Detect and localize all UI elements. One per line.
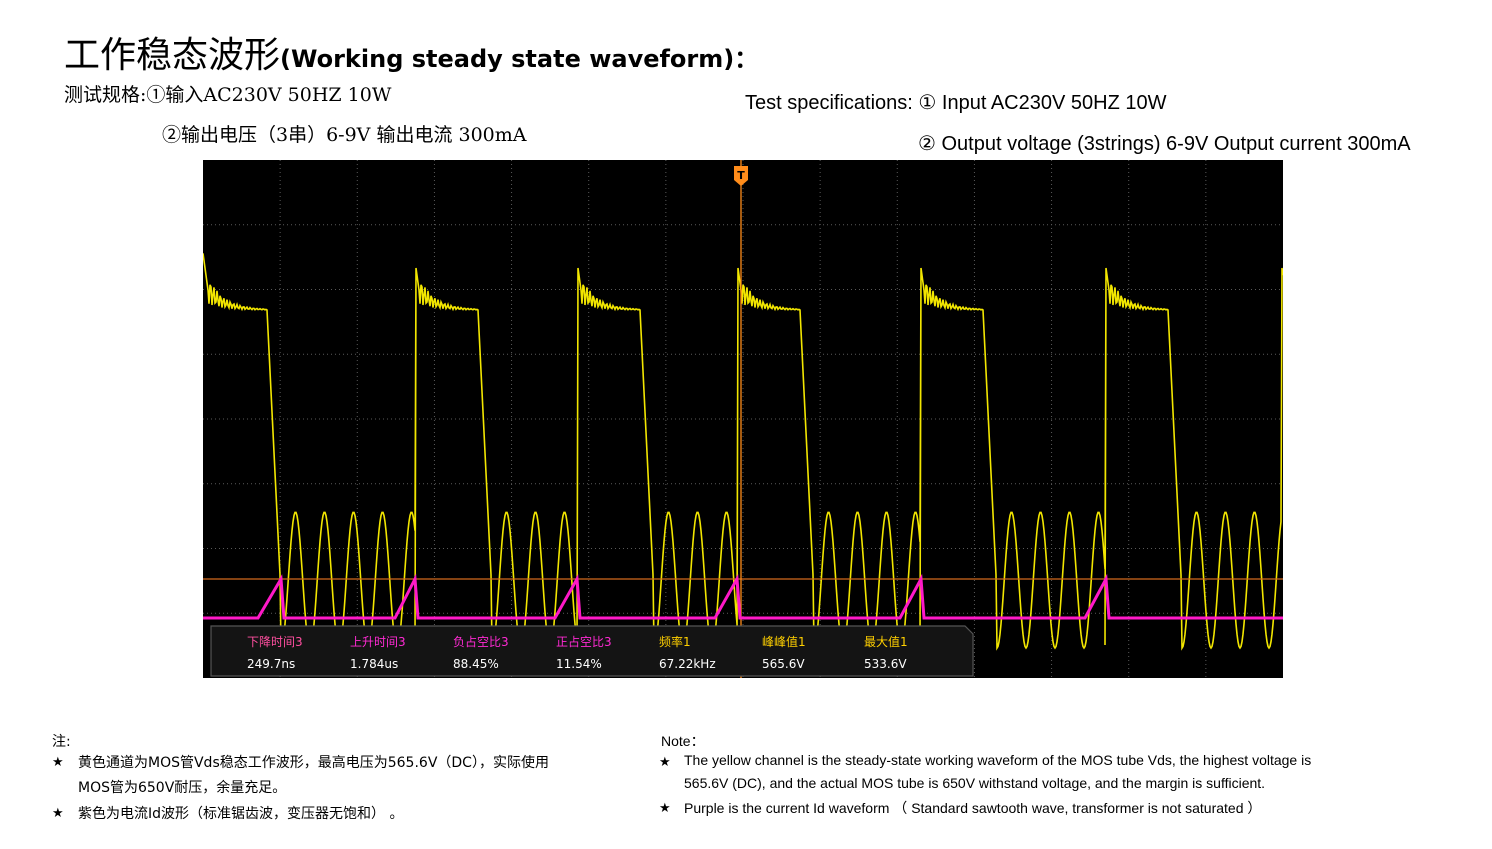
measurement-label: 频率1 (659, 634, 691, 649)
measurement-value: 88.45% (453, 657, 499, 671)
oscilloscope-screen: T 下降时间3 249.7ns 上升时间3 1.784us 负占空比3 88.45% 正占空… (203, 160, 1283, 678)
notes-en-bullet-2: ★ (659, 800, 671, 815)
notes-cn-item-1-line2: MOS管为650V耐压，余量充足。 (78, 780, 287, 796)
notes-cn-item-1-line1: 黄色通道为MOS管Vds稳态工作波形，最高电压为565.6V（DC），实际使用 (78, 755, 549, 771)
measurement-label: 峰峰值1 (762, 634, 806, 649)
measurement-value: 67.22kHz (659, 657, 716, 671)
notes-cn-bullet-2: ★ (52, 805, 64, 820)
spec-cn-line2: ②输出电压（3串）6-9V 输出电流 300mA (162, 124, 527, 146)
measurement-label: 负占空比3 (453, 634, 509, 649)
purple-channel-waveform (203, 573, 1283, 620)
measurement-value: 565.6V (762, 657, 805, 671)
notes-en-bullet-1: ★ (659, 754, 671, 769)
measurement-label: 上升时间3 (350, 635, 406, 649)
measurement-value: 1.784us (350, 657, 398, 671)
notes-en-item-2-line1: Purple is the current Id waveform （ Stan… (684, 800, 1262, 816)
spec-cn-line1: 测试规格:①输入AC230V 50HZ 10W (64, 84, 392, 106)
measurement-value: 11.54% (556, 657, 602, 671)
spec-en-line2: ② Output voltage (3strings) 6-9V Output … (918, 133, 1411, 155)
notes-en-item-1-line1: The yellow channel is the steady-state w… (684, 752, 1312, 768)
notes-en-heading: Note： (661, 733, 705, 749)
measurement-panel: 下降时间3 249.7ns 上升时间3 1.784us 负占空比3 88.45% 正占空比3… (210, 625, 974, 677)
page-title: 工作稳态波形(Working steady state waveform)： (64, 26, 758, 78)
page-title-en: (Working steady state waveform)： (280, 45, 759, 73)
measurement-value: 533.6V (864, 657, 907, 671)
notes-cn-heading: 注: (52, 734, 71, 750)
measurement-label: 正占空比3 (556, 634, 612, 649)
trigger-marker: T (734, 166, 748, 186)
notes-cn-bullet-1: ★ (52, 754, 64, 769)
notes-cn-item-2-line1: 紫色为电流Id波形（标准锯齿波，变压器无饱和） 。 (78, 806, 404, 822)
yellow-channel-waveform (203, 253, 1283, 651)
notes-en-item-1-line2: 565.6V (DC), and the actual MOS tube is … (684, 775, 1266, 791)
page-title-cn: 工作稳态波形 (64, 35, 281, 76)
measurement-value: 249.7ns (247, 657, 295, 671)
trigger-marker-label: T (737, 169, 745, 182)
measurement-label: 下降时间3 (247, 635, 303, 649)
measurement-label: 最大值1 (864, 634, 908, 649)
spec-en-line1: Test specifications: ① Input AC230V 50HZ… (745, 92, 1167, 114)
